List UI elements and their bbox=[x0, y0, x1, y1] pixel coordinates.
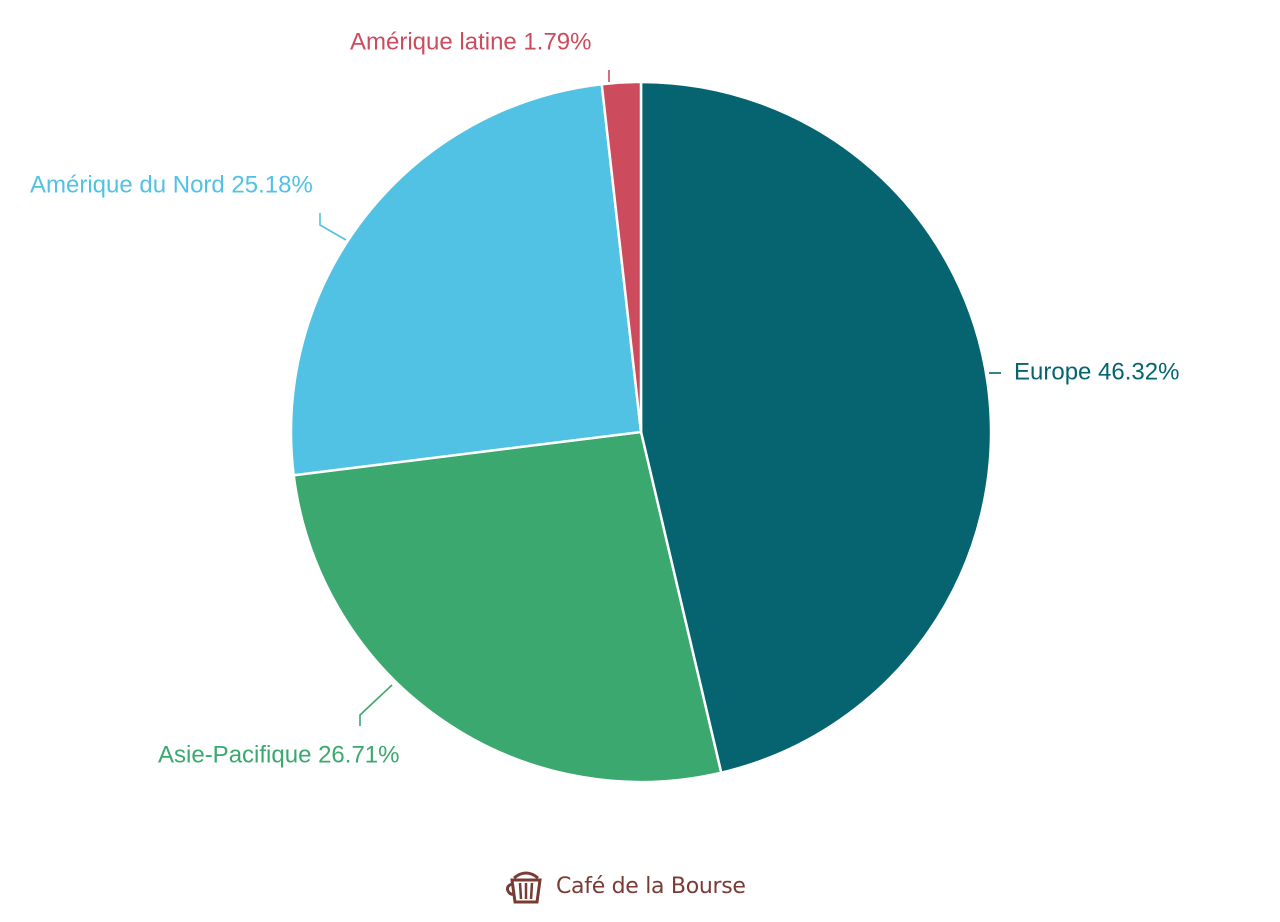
pie-slice-am-rique-du-nord bbox=[289, 82, 643, 477]
slice-labels: Europe 46.32% Asie-Pacifique 26.71% Amériq… bbox=[30, 28, 1179, 768]
watermark-text: Café de la Bourse bbox=[556, 873, 746, 899]
slice-label: Asie-Pacifique 26.71% bbox=[158, 741, 399, 768]
slice-label: Amérique latine 1.79% bbox=[350, 28, 591, 55]
pie-slice-europe bbox=[639, 80, 993, 774]
leader-line bbox=[359, 684, 393, 726]
watermark: Café de la Bourse bbox=[506, 866, 746, 906]
pie-slices bbox=[289, 80, 993, 784]
pie-slice-am-rique-latine bbox=[600, 80, 643, 434]
leader-line bbox=[319, 213, 347, 241]
slice-label: Amérique du Nord 25.18% bbox=[30, 171, 313, 198]
label-leader-lines bbox=[319, 70, 1001, 726]
slice-label: Europe 46.32% bbox=[1014, 358, 1179, 385]
pie-slice-asie-pacifique bbox=[292, 430, 723, 784]
coffee-cup-icon bbox=[506, 871, 542, 904]
